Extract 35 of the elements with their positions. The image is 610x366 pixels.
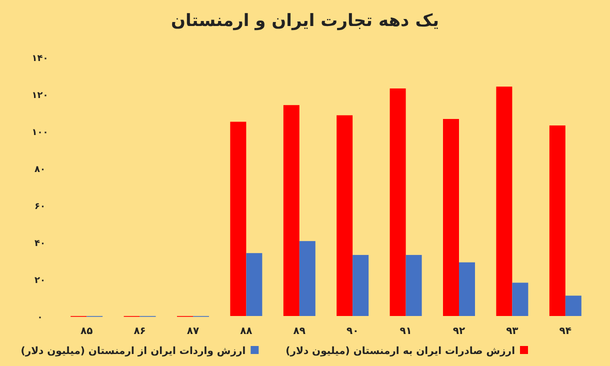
- y-tick-label: ۰: [37, 313, 43, 323]
- y-tick-label: ۱۴۰: [32, 54, 48, 64]
- x-tick-label: ۹۰: [346, 326, 359, 337]
- x-tick-label: ۸۶: [134, 326, 146, 337]
- y-tick-label: ۶۰: [34, 202, 46, 212]
- x-tick-label: ۸۵: [80, 326, 93, 337]
- bar: [230, 122, 246, 316]
- bar: [565, 296, 582, 316]
- bar: [459, 262, 475, 316]
- x-tick-label: ۹۳: [506, 326, 518, 337]
- bar: [443, 118, 459, 316]
- bar: [512, 282, 528, 316]
- bar: [299, 241, 316, 316]
- x-tick-label: ۸۹: [293, 326, 306, 337]
- x-tick-label: ۹۱: [400, 326, 412, 337]
- bar: [336, 115, 353, 316]
- x-tick-label: ۹۲: [452, 326, 466, 337]
- legend-label: ارزش صادرات ایران به ارمنستان (میلیون دلار): [286, 346, 515, 357]
- y-tick-label: ۴۰: [34, 239, 46, 249]
- legend-label: ارزش واردات ایران از ارمنستان (میلیون دلار): [20, 346, 246, 357]
- x-tick-label: ۸۷: [186, 326, 200, 337]
- y-tick-label: ۱۲۰: [32, 91, 48, 101]
- chart-title: یک دهه تجارت ایران و ارمنستان: [171, 11, 439, 31]
- bar: [246, 253, 262, 316]
- bar: [283, 105, 300, 316]
- y-tick-label: ۸۰: [34, 165, 46, 175]
- bar: [352, 254, 369, 316]
- x-tick-label: ۸۸: [240, 326, 252, 337]
- bar: [496, 86, 512, 316]
- x-tick-label: ۹۴: [559, 326, 572, 337]
- bar: [549, 125, 566, 316]
- bar: [406, 254, 422, 316]
- y-tick-label: ۲۰: [34, 276, 46, 286]
- y-tick-label: ۱۰۰: [32, 128, 48, 138]
- bar: [390, 88, 406, 316]
